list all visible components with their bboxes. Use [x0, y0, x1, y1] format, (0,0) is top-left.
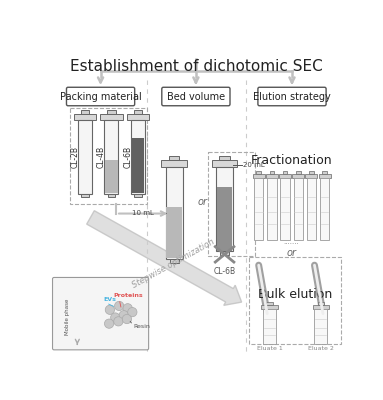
Bar: [166, 166, 183, 259]
FancyBboxPatch shape: [258, 87, 326, 106]
Bar: [132, 138, 144, 193]
Bar: [216, 166, 233, 251]
Circle shape: [115, 301, 124, 310]
Bar: [266, 174, 278, 178]
Bar: [253, 174, 265, 178]
Text: Proteins: Proteins: [114, 293, 143, 298]
Bar: [305, 174, 318, 178]
Text: Packing material: Packing material: [60, 92, 141, 102]
Bar: [267, 178, 277, 240]
Bar: [208, 152, 255, 256]
Bar: [169, 156, 179, 160]
Bar: [71, 296, 83, 338]
Text: .......: .......: [283, 239, 299, 245]
Circle shape: [105, 305, 115, 314]
Bar: [217, 187, 232, 250]
Bar: [280, 178, 290, 240]
Bar: [212, 160, 237, 166]
Bar: [167, 207, 182, 258]
Bar: [309, 171, 314, 174]
Bar: [219, 156, 230, 160]
FancyArrow shape: [87, 211, 242, 305]
Text: 20 mL: 20 mL: [243, 162, 265, 168]
Text: CL-2B: CL-2B: [70, 146, 80, 168]
Bar: [254, 178, 264, 240]
Bar: [267, 302, 273, 305]
Circle shape: [122, 314, 132, 324]
Bar: [78, 120, 92, 194]
Text: Elution strategy: Elution strategy: [253, 92, 331, 102]
Text: EVs: EVs: [104, 297, 116, 302]
Bar: [319, 174, 331, 178]
Bar: [81, 110, 89, 114]
Circle shape: [105, 319, 114, 328]
Text: Mobile phase: Mobile phase: [65, 298, 70, 334]
Text: Eluate 1: Eluate 1: [257, 346, 282, 351]
Bar: [322, 171, 327, 174]
Bar: [134, 110, 142, 114]
Circle shape: [128, 308, 137, 317]
Bar: [131, 120, 145, 194]
Bar: [313, 305, 329, 309]
Bar: [262, 305, 278, 309]
Bar: [74, 114, 96, 120]
FancyBboxPatch shape: [162, 87, 230, 106]
Bar: [105, 120, 118, 194]
Bar: [108, 194, 115, 197]
Circle shape: [119, 310, 128, 320]
FancyBboxPatch shape: [52, 278, 149, 350]
Text: Bulk elution: Bulk elution: [258, 288, 332, 301]
FancyBboxPatch shape: [67, 87, 135, 106]
Bar: [68, 290, 87, 296]
Bar: [72, 310, 83, 315]
Bar: [318, 302, 324, 305]
Text: Stepwise optimization: Stepwise optimization: [131, 237, 216, 290]
Bar: [320, 178, 329, 240]
Text: Establishment of dichotomic SEC: Establishment of dichotomic SEC: [70, 59, 322, 74]
Bar: [107, 110, 116, 114]
Bar: [264, 309, 276, 344]
Bar: [81, 194, 89, 197]
Text: 10 mL: 10 mL: [132, 210, 154, 216]
Bar: [296, 171, 301, 174]
Bar: [256, 171, 261, 174]
Bar: [74, 285, 81, 290]
Bar: [100, 114, 123, 120]
Circle shape: [123, 304, 133, 313]
Bar: [72, 317, 83, 322]
Bar: [161, 160, 187, 166]
Bar: [314, 309, 327, 344]
Text: Fractionation: Fractionation: [250, 154, 332, 167]
Bar: [249, 258, 341, 344]
Text: or: or: [198, 197, 208, 207]
Circle shape: [111, 313, 120, 322]
Bar: [127, 114, 149, 120]
Bar: [105, 160, 118, 193]
Text: CL-6B: CL-6B: [123, 146, 132, 168]
Bar: [279, 174, 291, 178]
Circle shape: [114, 317, 123, 326]
Bar: [220, 251, 229, 255]
Bar: [70, 108, 147, 204]
Bar: [74, 338, 81, 342]
Bar: [270, 171, 274, 174]
Text: Eluate 2: Eluate 2: [308, 346, 334, 351]
Bar: [134, 194, 142, 197]
Bar: [292, 174, 304, 178]
Bar: [170, 259, 179, 263]
Bar: [307, 178, 316, 240]
Text: Resin: Resin: [133, 324, 150, 329]
Text: or: or: [286, 248, 296, 258]
Text: CL-4B: CL-4B: [97, 146, 106, 168]
Bar: [283, 171, 287, 174]
Bar: [293, 178, 303, 240]
Text: Bed volume: Bed volume: [167, 92, 225, 102]
Text: CL-6B: CL-6B: [213, 267, 236, 276]
